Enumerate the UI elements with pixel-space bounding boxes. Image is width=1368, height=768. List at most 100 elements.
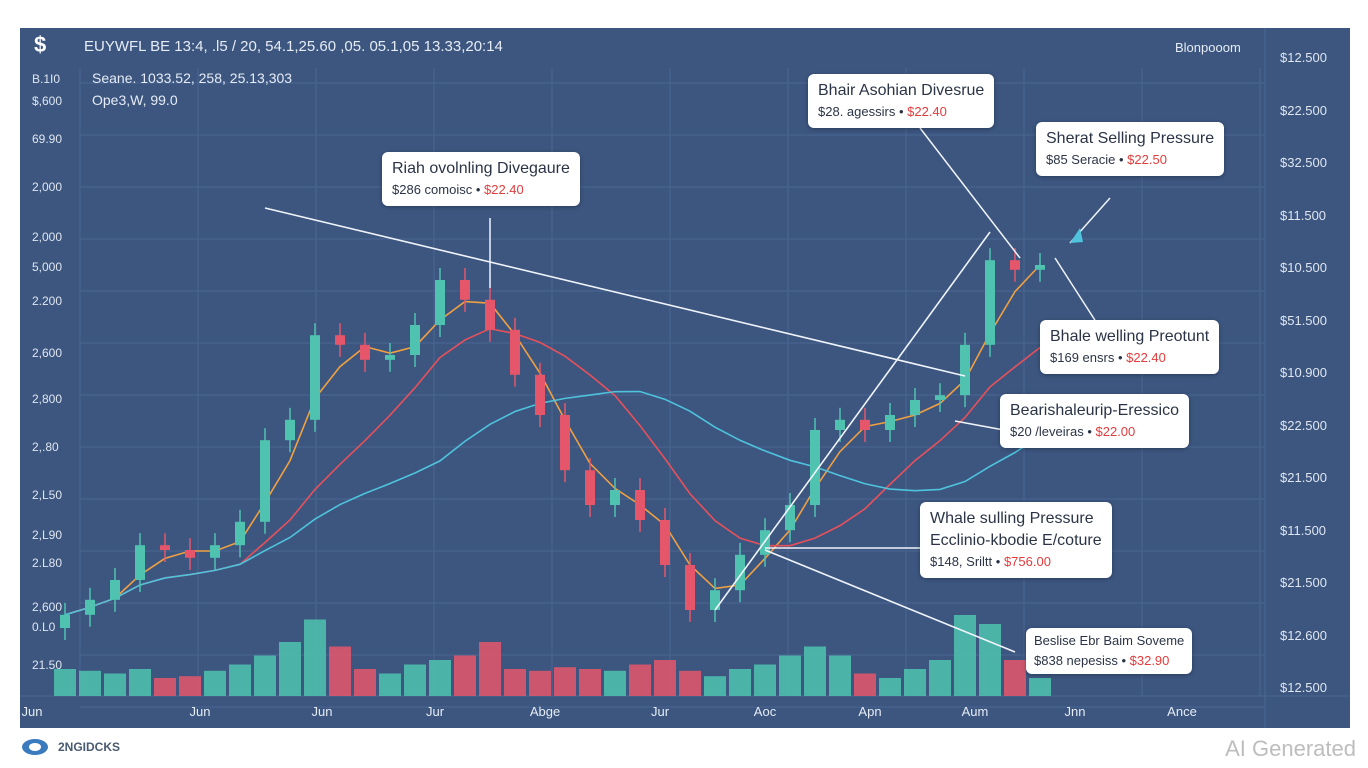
candle-body xyxy=(1035,265,1045,270)
volume-bar xyxy=(429,660,451,696)
moving-average-line xyxy=(64,264,1041,616)
price-axis-label: $32.500 xyxy=(1280,155,1327,170)
candle-body xyxy=(360,344,370,360)
candle-body xyxy=(185,550,195,558)
left-axis-label: 69.90 xyxy=(32,132,63,146)
volume-bar xyxy=(454,655,476,696)
x-axis-label: Aum xyxy=(961,704,989,719)
candle-body xyxy=(460,280,470,300)
left-axis-label: B.1I0 xyxy=(32,72,61,86)
left-axis-label: 2,600 xyxy=(32,600,63,614)
price-axis-label: $12.500 xyxy=(1280,680,1327,695)
arrow-icon xyxy=(1070,228,1083,243)
candle-body xyxy=(935,395,945,400)
price-axis-label: $12.500 xyxy=(1280,50,1327,65)
trend-line xyxy=(714,231,991,611)
callout-sub: $286 comoisc xyxy=(392,182,473,197)
callout-price: $22.40 xyxy=(907,104,947,119)
callout: Bhale welling Preotunt $169 ensrs • $22.4… xyxy=(1040,320,1220,374)
callout-title: Bearishaleurip-Eressico xyxy=(1010,402,1179,419)
volume-bar xyxy=(929,660,951,696)
candle-body xyxy=(635,490,645,520)
source-label: Blonpooom xyxy=(1175,40,1241,55)
volume-bar xyxy=(1004,660,1026,696)
callout-sub: $148, Sriltt xyxy=(930,554,993,569)
volume-bar xyxy=(504,669,526,696)
price-axis-label: $51.500 xyxy=(1280,312,1327,328)
price-axis-label: $10.500 xyxy=(1280,260,1327,275)
volume-bar xyxy=(129,669,151,696)
left-axis-label: 2.L80 xyxy=(32,556,63,570)
price-axis-label: $22.500 xyxy=(1280,417,1327,433)
volume-bar xyxy=(204,670,226,696)
candle-body xyxy=(435,280,445,325)
volume-bar xyxy=(729,669,751,696)
volume-bar xyxy=(279,642,301,696)
volume-bar xyxy=(979,624,1001,696)
candle-body xyxy=(385,355,395,360)
left-axis-label: $,600 xyxy=(32,94,63,108)
volume-bar xyxy=(754,664,776,696)
logo-icon xyxy=(22,739,48,755)
price-axis-label: $22.500 xyxy=(1280,102,1327,118)
brand-logo: 2NGIDCKS xyxy=(20,738,120,756)
callout-price: $22.50 xyxy=(1127,152,1167,167)
volume-bar xyxy=(954,615,976,696)
callout-price: $32.90 xyxy=(1129,653,1170,668)
x-axis-label: Abge xyxy=(529,704,561,719)
volume-bar xyxy=(804,646,826,696)
left-axis-label: 5,000 xyxy=(32,260,63,274)
logo-text: 2NGIDCKS xyxy=(58,740,121,754)
volume-bar xyxy=(104,673,126,696)
callout: Riah ovolnling Divegaure $286 comoisc • $… xyxy=(382,152,580,206)
callout: Sherat Selling Pressure $85 Seracie • $22… xyxy=(1036,122,1225,176)
info-line: Seane. 1033.52, 258, 25.13,303 xyxy=(92,70,293,86)
left-axis-label: 21.50 xyxy=(32,658,63,672)
x-axis-label: Jur xyxy=(650,704,670,719)
price-axis-label: $11.500 xyxy=(1280,522,1327,538)
volume-bar xyxy=(254,655,276,696)
candle-body xyxy=(710,590,720,610)
price-axis-label: $11.500 xyxy=(1280,207,1327,223)
candle-body xyxy=(1010,260,1020,270)
callout: Bearishaleurip-Eressico $20 /leveiras • $… xyxy=(1000,394,1189,448)
left-axis-label: 2,.80 xyxy=(32,440,59,454)
volume-bar xyxy=(604,670,626,696)
candle-body xyxy=(735,554,745,591)
left-axis-label: 2,000 xyxy=(32,230,63,244)
candle-body xyxy=(960,344,970,396)
volume-bar xyxy=(404,664,426,696)
volume-bar xyxy=(229,664,251,696)
callout-title: Beslise Ebr Baim Soveme xyxy=(1034,633,1185,648)
x-axis-label: Jnn xyxy=(1064,704,1086,719)
x-axis-label: Jur xyxy=(425,704,445,719)
volume-bar xyxy=(479,642,501,696)
candle-body xyxy=(260,440,270,522)
candle-body xyxy=(335,335,345,345)
callout-title: Riah ovolnling Divegaure xyxy=(392,160,570,177)
candle-body xyxy=(110,580,120,600)
candle-body xyxy=(210,545,220,558)
candle-body xyxy=(160,545,170,550)
volume-bar xyxy=(629,664,651,696)
volume-bar xyxy=(1029,678,1051,696)
candlestick-chart xyxy=(20,28,1350,728)
volume-bar xyxy=(579,669,601,696)
candle-body xyxy=(910,400,920,415)
volume-bar xyxy=(654,660,676,696)
candle-body xyxy=(810,430,820,505)
candle-body xyxy=(885,415,895,430)
left-axis-label: 2,L90 xyxy=(32,528,63,542)
candle-body xyxy=(860,419,870,430)
candle-body xyxy=(60,614,70,628)
callout: Bhair Asohian Divesrue $28. agessirs • $2… xyxy=(808,74,995,128)
left-axis-label: 2.200 xyxy=(32,294,63,308)
candle-body xyxy=(535,374,545,415)
candle-body xyxy=(85,599,95,615)
candle-body xyxy=(485,299,495,330)
candle-body xyxy=(285,419,295,441)
callout-price: $22.40 xyxy=(484,182,524,197)
volume-bar xyxy=(904,669,926,696)
callout-sub: $20 /leveiras xyxy=(1010,424,1084,439)
moving-average-line xyxy=(64,390,1041,616)
